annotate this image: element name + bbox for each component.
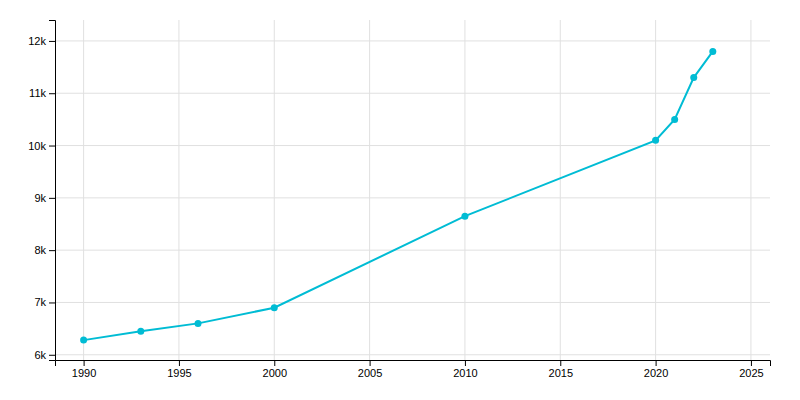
x-axis-tick-label: 1990 [72,367,96,379]
x-axis-tick-mark [465,360,466,366]
grid [55,20,770,360]
x-axis-tick-mark [370,360,371,366]
x-axis-tick-mark [751,360,752,366]
x-axis: 1990 1995 2000 2005 2010 2015 2020 2025 [56,360,771,379]
y-axis-tick-label: 7k [34,296,46,308]
y-axis-tick-mark [49,250,55,251]
x-axis-tick: 2010 [453,360,477,379]
x-axis-tick-label: 2005 [358,367,382,379]
grid-line-x [83,20,84,360]
chart-container: 1990 1995 2000 2005 2010 2015 2020 2025 6k 7k 8k 9k… [0,0,800,400]
y-axis-tick-mark [49,93,55,94]
x-axis-tick-label: 2015 [549,367,573,379]
data-point [137,328,144,335]
x-axis-tick-mark [84,360,85,366]
grid-line-y [55,354,770,355]
x-axis-tick: 1995 [167,360,191,379]
data-point [652,137,659,144]
y-axis-tick: 12k [28,35,55,47]
data-line [84,51,713,340]
x-axis-tick: 2025 [739,360,763,379]
x-axis-line [56,361,771,367]
data-point [195,320,202,327]
grid-line-x [369,20,370,360]
grid-line-y [55,197,770,198]
y-axis-tick-mark [49,41,55,42]
y-axis-tick-label: 11k [29,87,46,99]
grid-line-y [55,302,770,303]
grid-line-y [55,93,770,94]
y-axis-tick-mark [49,146,55,147]
data-point [690,74,697,81]
y-axis-tick-label: 6k [34,349,46,361]
y-axis-tick: 9k [34,192,55,204]
grid-line-x [178,20,179,360]
y-axis-tick: 6k [34,349,55,361]
y-axis-tick-mark [49,302,55,303]
y-axis-tick-label: 10k [28,140,46,152]
marks [80,48,716,344]
y-axis-tick: 10k [28,140,55,152]
x-axis-tick-mark [656,360,657,366]
data-point [80,337,87,344]
grid-line-x [655,20,656,360]
data-point [461,213,468,220]
grid-line-y [55,250,770,251]
x-axis-tick-label: 2000 [263,367,287,379]
x-axis-tick: 2020 [644,360,668,379]
y-axis-tick-label: 12k [28,35,46,47]
x-axis-tick-label: 2020 [644,367,668,379]
chart-svg: 1990 1995 2000 2005 2010 2015 2020 2025 6k 7k 8k 9k… [0,0,800,400]
x-axis-tick-mark [560,360,561,366]
y-axis-tick: 8k [34,244,55,256]
y-axis-tick-mark [49,198,55,199]
x-axis-tick-label: 2010 [453,367,477,379]
data-point [709,48,716,55]
y-axis-tick-label: 8k [34,244,46,256]
x-axis-tick-label: 1995 [167,367,191,379]
x-axis-tick: 2005 [358,360,382,379]
data-point [671,116,678,123]
y-axis-line [49,21,56,361]
grid-line-x [750,20,751,360]
x-axis-tick-mark [179,360,180,366]
y-axis: 6k 7k 8k 9k 10k 11k 12k [28,21,55,361]
y-axis-tick-mark [49,355,55,356]
grid-line-x [560,20,561,360]
grid-line-x [464,20,465,360]
x-axis-tick-label: 2025 [739,367,763,379]
x-axis-tick: 2000 [263,360,287,379]
x-axis-tick: 1990 [72,360,96,379]
y-axis-tick: 11k [29,87,55,99]
x-axis-tick-mark [274,360,275,366]
plot-area: 1990 1995 2000 2005 2010 2015 2020 2025 6k 7k 8k 9k… [28,20,770,379]
y-axis-tick-label: 9k [34,192,46,204]
grid-line-y [55,145,770,146]
grid-line-y [55,40,770,41]
y-axis-tick: 7k [34,296,55,308]
data-point [271,304,278,311]
x-axis-tick: 2015 [549,360,573,379]
